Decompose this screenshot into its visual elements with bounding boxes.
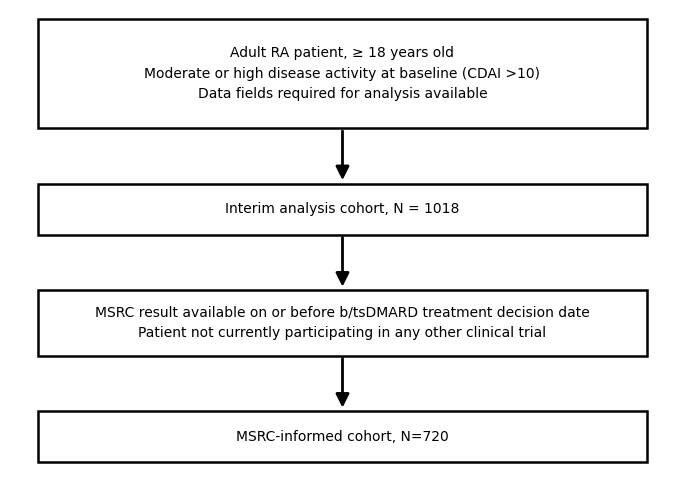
- Text: Interim analysis cohort, N = 1018: Interim analysis cohort, N = 1018: [225, 202, 460, 216]
- FancyBboxPatch shape: [38, 290, 647, 356]
- FancyBboxPatch shape: [38, 411, 647, 462]
- Text: MSRC-informed cohort, N=720: MSRC-informed cohort, N=720: [236, 430, 449, 444]
- Text: MSRC result available on or before b/tsDMARD treatment decision date
Patient not: MSRC result available on or before b/tsD…: [95, 306, 590, 340]
- FancyBboxPatch shape: [38, 19, 647, 128]
- FancyBboxPatch shape: [38, 184, 647, 235]
- Text: Adult RA patient, ≥ 18 years old
Moderate or high disease activity at baseline (: Adult RA patient, ≥ 18 years old Moderat…: [145, 46, 540, 102]
